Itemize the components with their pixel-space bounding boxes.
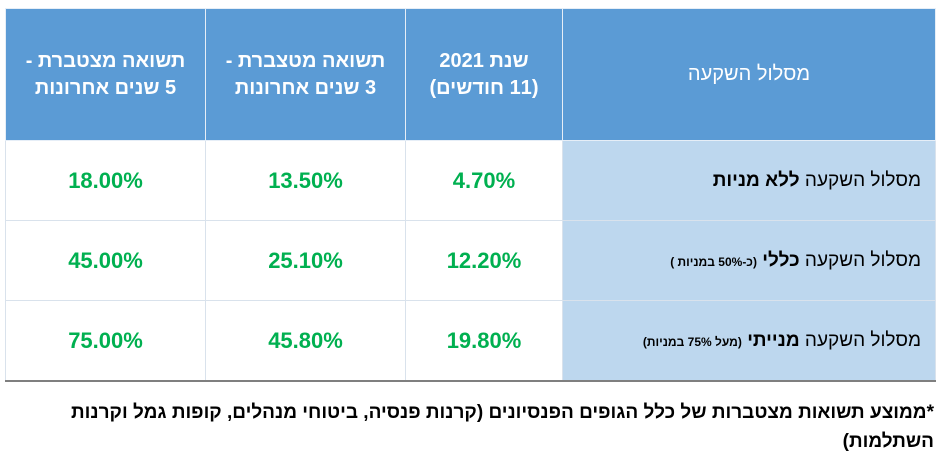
header-text: 5 שנים אחרונות bbox=[34, 76, 177, 99]
header-cell: מסלול השקעה bbox=[562, 8, 936, 141]
value-cell: 18.00% bbox=[5, 140, 206, 221]
header-text: 3 שנים אחרונות bbox=[234, 76, 377, 99]
value-cell: 12.20% bbox=[405, 220, 563, 301]
value-cell: 25.10% bbox=[205, 220, 406, 301]
value-cell: 19.80% bbox=[405, 300, 563, 382]
value: 45.80% bbox=[268, 327, 343, 353]
returns-table: מסלול השקעה שנת 2021 (11 חודשים) תשואה מט… bbox=[5, 8, 936, 382]
header-cell: תשואה מטצברת - 3 שנים אחרונות bbox=[205, 8, 406, 141]
value-cell: 45.00% bbox=[5, 220, 206, 301]
value: 12.20% bbox=[446, 247, 522, 273]
value: 25.10% bbox=[268, 247, 343, 273]
value: 4.70% bbox=[452, 167, 516, 193]
row: מסלול השקעה כללי (כ-50% במניות ) 12.20% 25… bbox=[5, 220, 936, 301]
row-name-cell: מסלול השקעה מנייתי (מעל 75% במניות) bbox=[562, 300, 936, 382]
value-cell: 13.50% bbox=[205, 140, 406, 221]
header-cell: שנת 2021 (11 חודשים) bbox=[405, 8, 563, 141]
header-text: שנת 2021 bbox=[439, 49, 529, 72]
row-name-bold: מנייתי bbox=[747, 329, 800, 351]
row-note: (כ-50% במניות ) bbox=[670, 254, 757, 269]
footnote: *ממוצע תשואות מצטברות של כלל הגופים הפנס… bbox=[71, 402, 934, 452]
row-name-bold: ללא מניות bbox=[712, 169, 800, 191]
value-cell: 4.70% bbox=[405, 140, 563, 221]
header-text: (11 חודשים) bbox=[429, 76, 539, 99]
value: 13.50% bbox=[268, 167, 343, 193]
row-name-cell: מסלול השקעה ללא מניות bbox=[562, 140, 936, 221]
row: מסלול השקעה ללא מניות 4.70% 13.50% 18.00% bbox=[5, 140, 936, 221]
value: 75.00% bbox=[68, 327, 143, 353]
header-cell: תשואה מצטברת - 5 שנים אחרונות bbox=[5, 8, 206, 141]
header-text: תשואה מטצברת - bbox=[225, 49, 386, 72]
value-cell: 45.80% bbox=[205, 300, 406, 382]
value-cell: 75.00% bbox=[5, 300, 206, 382]
value: 19.80% bbox=[446, 327, 522, 353]
header-text: תשואה מצטברת - bbox=[25, 49, 186, 72]
row: מסלול השקעה מנייתי (מעל 75% במניות) 19.80… bbox=[5, 300, 936, 382]
row-name: מסלול השקעה bbox=[804, 329, 921, 351]
row-name-cell: מסלול השקעה כללי (כ-50% במניות ) bbox=[562, 220, 936, 301]
value: 18.00% bbox=[68, 167, 143, 193]
row-name: מסלול השקעה bbox=[804, 169, 921, 191]
row-name: מסלול השקעה bbox=[804, 249, 921, 271]
value: 45.00% bbox=[68, 247, 143, 273]
row-name-bold: כללי bbox=[762, 249, 800, 271]
row-note: (מעל 75% במניות) bbox=[642, 334, 742, 349]
header-row: מסלול השקעה שנת 2021 (11 חודשים) תשואה מט… bbox=[5, 8, 936, 141]
header-text: מסלול השקעה bbox=[687, 63, 811, 85]
